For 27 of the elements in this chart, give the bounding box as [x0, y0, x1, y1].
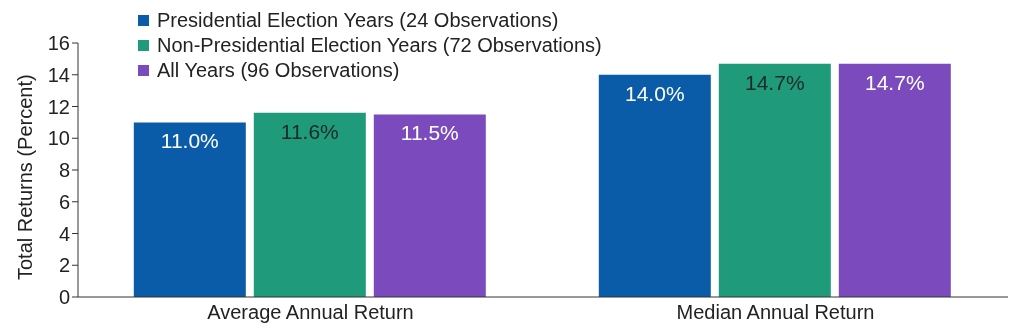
bar: [718, 63, 831, 297]
y-tick-label: 8: [58, 159, 70, 182]
legend-label: All Years (96 Observations): [157, 58, 400, 83]
y-tick-label: 0: [58, 286, 70, 309]
data-label: 14.7%: [745, 70, 805, 94]
y-tick-label: 4: [58, 222, 70, 245]
y-tick-label: 14: [47, 63, 70, 86]
bar: [598, 74, 711, 297]
data-label: 14.7%: [865, 70, 925, 94]
x-tick-label: Average Annual Return: [207, 301, 414, 324]
y-tick-label: 2: [58, 254, 70, 277]
data-label: 11.0%: [160, 129, 219, 153]
data-label: 14.0%: [625, 81, 685, 105]
data-label: 11.5%: [400, 121, 459, 145]
bar: [133, 122, 246, 297]
legend-label: Non-Presidential Election Years (72 Observations): [157, 33, 602, 58]
legend-label: Presidential Election Years (24 Observations): [157, 8, 559, 33]
bar: [373, 114, 486, 297]
y-axis-title: Total Returns (Percent): [14, 74, 37, 280]
y-tick-label: 16: [47, 32, 70, 55]
bar: [253, 112, 366, 297]
y-tick-label: 12: [47, 95, 70, 118]
y-tick-label: 10: [47, 127, 70, 150]
data-label: 11.6%: [280, 119, 339, 143]
x-tick-label: Median Annual Return: [676, 301, 875, 324]
y-tick-label: 6: [58, 190, 70, 213]
bar: [838, 63, 951, 297]
